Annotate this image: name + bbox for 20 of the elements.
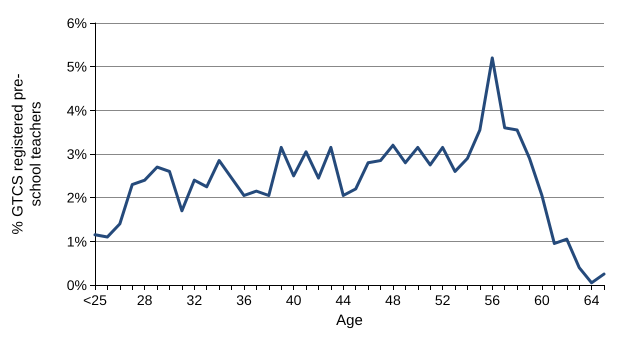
x-tick-label: 40 xyxy=(286,292,302,308)
x-tick-label: 32 xyxy=(186,292,202,308)
y-tick-label: 3% xyxy=(66,146,87,162)
x-tick-label: 52 xyxy=(434,292,451,308)
x-tick-label: 28 xyxy=(136,292,153,308)
x-tick-label: <25 xyxy=(83,292,108,308)
y-tick-label: 5% xyxy=(66,58,87,75)
x-tick-label: 56 xyxy=(484,292,500,308)
x-axis-title: Age xyxy=(336,312,363,329)
y-tick-label: 2% xyxy=(66,190,87,206)
x-tick-label: 36 xyxy=(236,292,252,308)
y-tick-label: 4% xyxy=(66,102,87,118)
y-tick-label: 6% xyxy=(66,15,87,31)
x-tick-label: 48 xyxy=(385,292,401,308)
y-axis-title: % GTCS registered pre- school teachers xyxy=(10,74,44,234)
x-tick-label: 44 xyxy=(336,292,352,308)
x-tick-label: 60 xyxy=(534,292,550,308)
y-tick-label: 0% xyxy=(66,277,87,293)
x-tick-label: 64 xyxy=(584,292,600,308)
y-tick-label: 1% xyxy=(66,233,87,250)
